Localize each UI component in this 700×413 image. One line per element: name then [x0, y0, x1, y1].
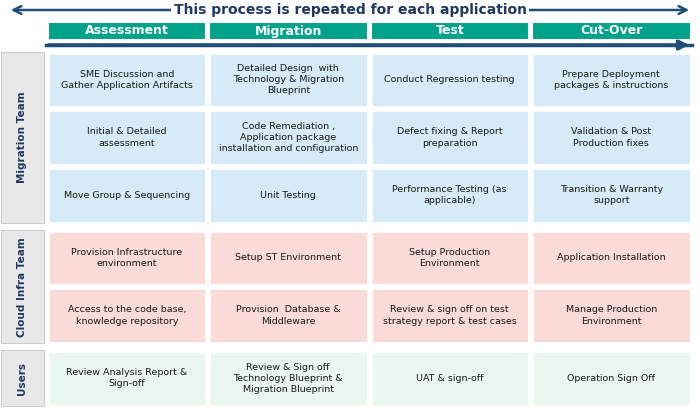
Text: Users: Users	[18, 362, 27, 395]
Text: Operation Sign Off: Operation Sign Off	[567, 374, 655, 383]
FancyBboxPatch shape	[370, 110, 529, 165]
Text: Review Analysis Report &
Sign-off: Review Analysis Report & Sign-off	[66, 368, 188, 388]
FancyBboxPatch shape	[532, 22, 690, 40]
Text: Migration: Migration	[255, 24, 322, 38]
FancyBboxPatch shape	[209, 22, 368, 40]
FancyBboxPatch shape	[209, 230, 368, 285]
FancyBboxPatch shape	[1, 52, 44, 223]
Text: Code Remediation ,
Application package
installation and configuration: Code Remediation , Application package i…	[218, 122, 358, 153]
Text: Defect fixing & Report
preparation: Defect fixing & Report preparation	[397, 128, 503, 147]
Text: Detailed Design  with
Technology & Migration
Blueprint: Detailed Design with Technology & Migrat…	[232, 64, 344, 95]
Text: Prepare Deployment
packages & instructions: Prepare Deployment packages & instructio…	[554, 70, 668, 90]
FancyBboxPatch shape	[532, 230, 690, 285]
FancyBboxPatch shape	[48, 52, 206, 107]
Text: UAT & sign-off: UAT & sign-off	[416, 374, 484, 383]
FancyBboxPatch shape	[532, 288, 690, 343]
Text: Setup ST Environment: Setup ST Environment	[235, 253, 341, 262]
Text: Move Group & Sequencing: Move Group & Sequencing	[64, 191, 190, 199]
Text: Provision  Database &
Middleware: Provision Database & Middleware	[236, 306, 341, 325]
Text: Cloud Infra Team: Cloud Infra Team	[18, 237, 27, 337]
FancyBboxPatch shape	[209, 288, 368, 343]
FancyBboxPatch shape	[209, 52, 368, 107]
FancyBboxPatch shape	[209, 168, 368, 223]
Text: Unit Testing: Unit Testing	[260, 191, 316, 199]
FancyBboxPatch shape	[370, 288, 529, 343]
FancyBboxPatch shape	[1, 350, 44, 406]
FancyBboxPatch shape	[1, 230, 44, 343]
FancyBboxPatch shape	[48, 168, 206, 223]
FancyBboxPatch shape	[532, 52, 690, 107]
FancyBboxPatch shape	[370, 168, 529, 223]
Text: Setup Production
Environment: Setup Production Environment	[410, 248, 490, 268]
FancyBboxPatch shape	[370, 22, 529, 40]
FancyBboxPatch shape	[209, 351, 368, 406]
Text: Assessment: Assessment	[85, 24, 169, 38]
Text: Application Installation: Application Installation	[557, 253, 666, 262]
Text: Transition & Warranty
support: Transition & Warranty support	[560, 185, 663, 205]
FancyBboxPatch shape	[370, 52, 529, 107]
Text: Review & sign off on test
strategy report & test cases: Review & sign off on test strategy repor…	[383, 306, 517, 325]
FancyBboxPatch shape	[532, 110, 690, 165]
Text: Performance Testing (as
applicable): Performance Testing (as applicable)	[393, 185, 507, 205]
Text: Validation & Post
Production fixes: Validation & Post Production fixes	[571, 128, 651, 147]
Text: Migration Team: Migration Team	[18, 92, 27, 183]
FancyBboxPatch shape	[532, 351, 690, 406]
FancyBboxPatch shape	[48, 230, 206, 285]
FancyBboxPatch shape	[48, 288, 206, 343]
Text: Access to the code base,
knowledge repository: Access to the code base, knowledge repos…	[67, 306, 186, 325]
FancyBboxPatch shape	[532, 168, 690, 223]
FancyBboxPatch shape	[48, 22, 206, 40]
FancyBboxPatch shape	[48, 351, 206, 406]
Text: Conduct Regression testing: Conduct Regression testing	[384, 75, 515, 84]
Text: Review & Sign off
Technology Blueprint &
Migration Blueprint: Review & Sign off Technology Blueprint &…	[233, 363, 343, 394]
Text: Test: Test	[435, 24, 464, 38]
Text: SME Discussion and
Gather Application Artifacts: SME Discussion and Gather Application Ar…	[61, 70, 193, 90]
FancyBboxPatch shape	[48, 110, 206, 165]
FancyBboxPatch shape	[370, 230, 529, 285]
Text: Manage Production
Environment: Manage Production Environment	[566, 306, 657, 325]
Text: This process is repeated for each application: This process is repeated for each applic…	[174, 3, 526, 17]
Text: Cut-Over: Cut-Over	[580, 24, 643, 38]
Text: Initial & Detailed
assessment: Initial & Detailed assessment	[87, 128, 167, 147]
Text: Provision Infrastructure
environment: Provision Infrastructure environment	[71, 248, 182, 268]
FancyBboxPatch shape	[370, 351, 529, 406]
FancyBboxPatch shape	[209, 110, 368, 165]
